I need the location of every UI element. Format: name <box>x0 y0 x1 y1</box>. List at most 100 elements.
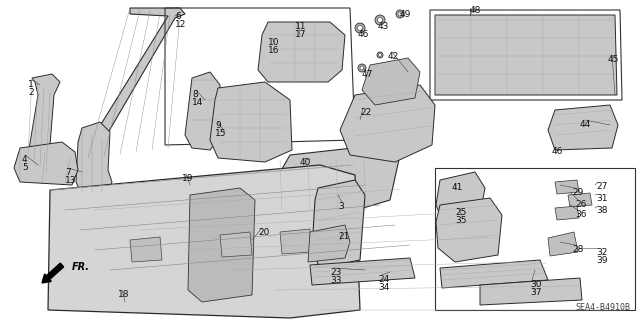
Text: 1: 1 <box>28 80 34 89</box>
Text: 41: 41 <box>452 183 463 192</box>
Polygon shape <box>280 229 312 254</box>
Text: 13: 13 <box>65 176 77 185</box>
Circle shape <box>563 209 571 217</box>
Polygon shape <box>555 180 579 194</box>
Polygon shape <box>220 232 252 257</box>
Polygon shape <box>440 260 548 288</box>
Polygon shape <box>76 122 112 195</box>
Circle shape <box>488 43 512 67</box>
Polygon shape <box>548 232 578 256</box>
Polygon shape <box>210 82 292 162</box>
Text: 7: 7 <box>65 168 71 177</box>
Polygon shape <box>312 180 365 268</box>
Text: 6: 6 <box>175 12 180 21</box>
Text: 12: 12 <box>175 20 186 29</box>
Text: 34: 34 <box>378 283 389 292</box>
Text: 10: 10 <box>268 38 280 47</box>
Text: 2: 2 <box>28 88 34 97</box>
Circle shape <box>576 196 584 204</box>
Circle shape <box>558 43 582 67</box>
Circle shape <box>276 48 284 56</box>
Text: 8: 8 <box>192 90 198 99</box>
Text: FR.: FR. <box>72 262 90 272</box>
Polygon shape <box>308 225 350 262</box>
Circle shape <box>358 26 362 31</box>
Text: 26: 26 <box>575 200 586 209</box>
Circle shape <box>563 183 571 191</box>
Text: 22: 22 <box>360 108 371 117</box>
Text: 43: 43 <box>378 22 389 31</box>
Text: 14: 14 <box>192 98 204 107</box>
Text: 36: 36 <box>575 210 586 219</box>
Polygon shape <box>555 206 579 220</box>
Text: 24: 24 <box>378 275 389 284</box>
Text: 4: 4 <box>22 155 28 164</box>
FancyArrow shape <box>42 263 63 283</box>
Text: 29: 29 <box>572 188 584 197</box>
Text: 15: 15 <box>215 129 227 138</box>
Polygon shape <box>340 85 435 162</box>
Circle shape <box>306 48 314 56</box>
Polygon shape <box>480 278 582 305</box>
Circle shape <box>358 64 366 72</box>
Text: 18: 18 <box>118 290 129 299</box>
Text: 23: 23 <box>330 268 341 277</box>
Text: 30: 30 <box>530 280 541 289</box>
Circle shape <box>378 54 381 56</box>
Circle shape <box>377 52 383 58</box>
Text: 32: 32 <box>596 248 607 257</box>
Text: 45: 45 <box>608 55 620 64</box>
Polygon shape <box>270 145 400 215</box>
Polygon shape <box>188 188 255 302</box>
Circle shape <box>398 12 402 16</box>
Circle shape <box>360 66 364 70</box>
Circle shape <box>396 10 404 18</box>
Text: 49: 49 <box>400 10 412 19</box>
Text: 40: 40 <box>300 158 312 167</box>
Circle shape <box>306 64 314 72</box>
Text: 44: 44 <box>580 120 591 129</box>
Text: 46: 46 <box>552 147 563 156</box>
Text: 38: 38 <box>596 206 607 215</box>
Text: 48: 48 <box>470 6 481 15</box>
Polygon shape <box>435 15 617 95</box>
Polygon shape <box>362 58 420 105</box>
Text: 28: 28 <box>572 245 584 254</box>
Circle shape <box>550 35 590 75</box>
Text: 3: 3 <box>338 202 344 211</box>
Polygon shape <box>436 198 502 262</box>
Text: 31: 31 <box>596 194 607 203</box>
Text: 47: 47 <box>362 70 373 79</box>
Circle shape <box>276 64 284 72</box>
Polygon shape <box>436 172 485 220</box>
Text: 39: 39 <box>596 256 607 265</box>
Polygon shape <box>28 74 60 172</box>
Text: 20: 20 <box>258 228 269 237</box>
Text: 33: 33 <box>330 276 342 285</box>
Circle shape <box>480 35 520 75</box>
Polygon shape <box>185 72 220 150</box>
Polygon shape <box>548 105 618 150</box>
Text: 11: 11 <box>295 22 307 31</box>
Text: 27: 27 <box>596 182 607 191</box>
Polygon shape <box>130 237 162 262</box>
Polygon shape <box>48 165 360 318</box>
Text: 9: 9 <box>215 121 221 130</box>
Circle shape <box>355 23 365 33</box>
Text: 5: 5 <box>22 163 28 172</box>
Text: 17: 17 <box>295 30 307 39</box>
Text: 16: 16 <box>268 46 280 55</box>
Polygon shape <box>258 22 345 82</box>
Text: 46: 46 <box>358 30 369 39</box>
Text: 25: 25 <box>455 208 467 217</box>
Text: 19: 19 <box>182 174 193 183</box>
Text: 42: 42 <box>388 52 399 61</box>
Circle shape <box>378 18 383 23</box>
Circle shape <box>375 15 385 25</box>
Polygon shape <box>568 193 592 207</box>
Text: 37: 37 <box>530 288 541 297</box>
Text: SEA4-B4910B: SEA4-B4910B <box>575 303 630 312</box>
Text: 21: 21 <box>338 232 349 241</box>
Text: 35: 35 <box>455 216 467 225</box>
Polygon shape <box>310 258 415 285</box>
